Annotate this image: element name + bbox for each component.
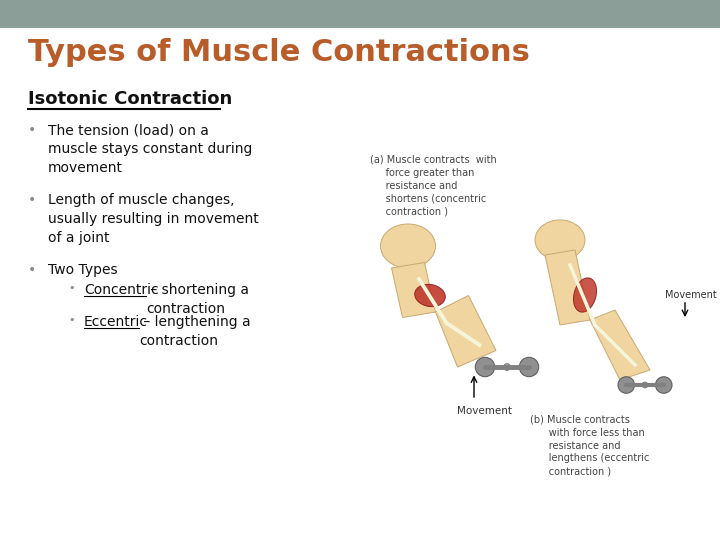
Text: •: •	[68, 315, 74, 325]
Text: The tension (load) on a
muscle stays constant during
movement: The tension (load) on a muscle stays con…	[48, 123, 253, 175]
Ellipse shape	[642, 382, 648, 388]
Bar	[0, 0, 720, 28]
Text: Concentric: Concentric	[84, 283, 158, 297]
Text: – shortening a
contraction: – shortening a contraction	[146, 283, 249, 316]
Text: •: •	[68, 283, 74, 293]
Text: (a) Muscle contracts  with
     force greater than
     resistance and
     shor: (a) Muscle contracts with force greater …	[370, 155, 497, 216]
Ellipse shape	[655, 377, 672, 393]
Text: Types of Muscle Contractions: Types of Muscle Contractions	[28, 38, 530, 67]
Text: •: •	[28, 263, 36, 277]
Text: •: •	[28, 193, 36, 207]
Polygon shape	[545, 250, 590, 325]
Ellipse shape	[618, 377, 634, 393]
Text: Movement: Movement	[665, 290, 716, 300]
Text: Two Types: Two Types	[48, 263, 117, 277]
Polygon shape	[392, 262, 436, 318]
Ellipse shape	[535, 220, 585, 260]
Ellipse shape	[380, 224, 436, 268]
Polygon shape	[590, 310, 650, 380]
Ellipse shape	[415, 285, 445, 307]
Ellipse shape	[503, 363, 510, 370]
Text: – lengthening a
contraction: – lengthening a contraction	[139, 315, 251, 348]
Text: Length of muscle changes,
usually resulting in movement
of a joint: Length of muscle changes, usually result…	[48, 193, 258, 245]
Text: •: •	[28, 123, 36, 137]
Text: Movement: Movement	[457, 406, 513, 415]
Polygon shape	[436, 295, 496, 367]
Text: Eccentric: Eccentric	[84, 315, 148, 329]
Text: (b) Muscle contracts
      with force less than
      resistance and
      lengt: (b) Muscle contracts with force less tha…	[530, 415, 649, 476]
Ellipse shape	[519, 357, 539, 377]
Text: Isotonic Contraction: Isotonic Contraction	[28, 90, 233, 108]
Ellipse shape	[573, 278, 597, 312]
Ellipse shape	[475, 357, 495, 377]
